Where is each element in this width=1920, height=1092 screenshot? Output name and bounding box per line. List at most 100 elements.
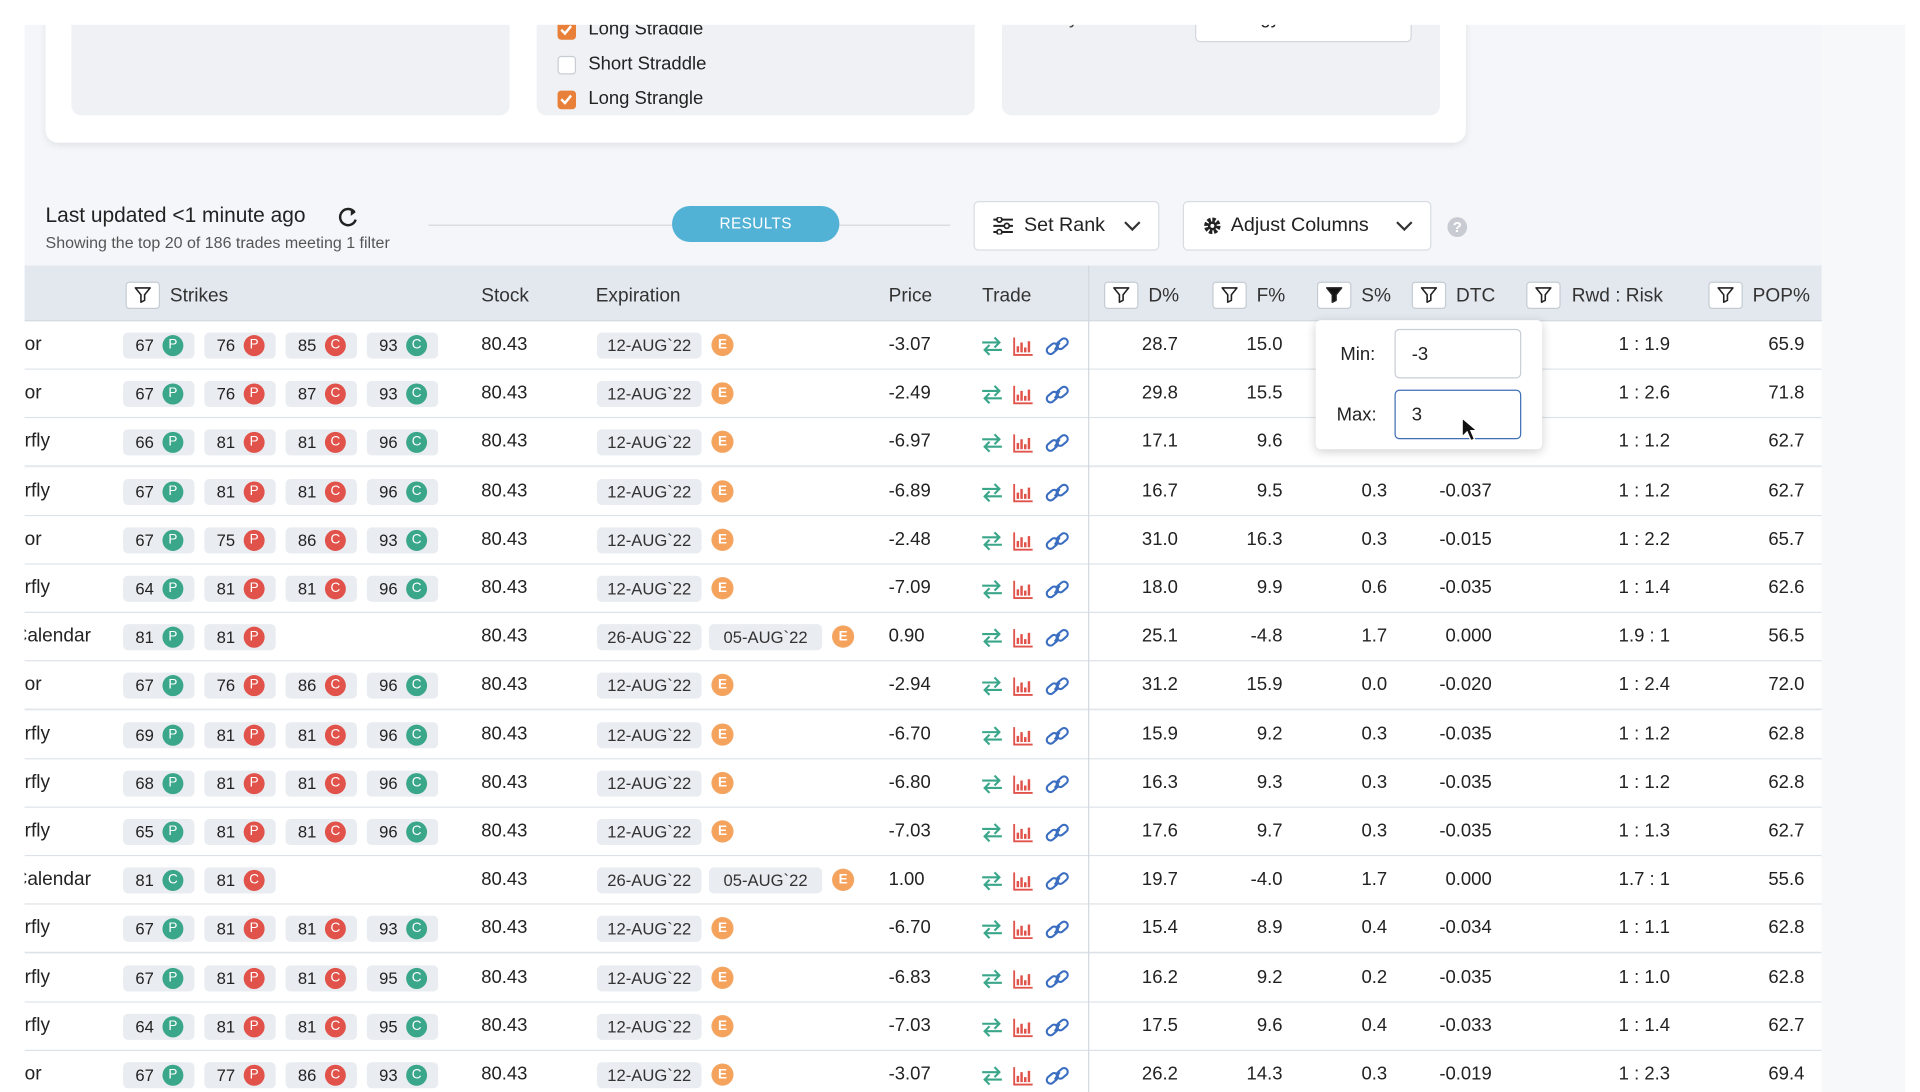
trade-swap-icon[interactable]	[981, 531, 1003, 551]
trade-chart-icon[interactable]	[1013, 434, 1034, 454]
strike-pill: 93 C	[366, 332, 439, 359]
filter-button[interactable]	[1708, 281, 1743, 309]
trade-chart-icon[interactable]	[1013, 823, 1034, 843]
trade-chart-icon[interactable]	[1013, 725, 1034, 745]
trade-swap-icon[interactable]	[981, 871, 1003, 891]
trade-swap-icon[interactable]	[981, 920, 1003, 940]
trade-link-icon[interactable]	[1045, 434, 1070, 454]
funnel-icon	[1221, 287, 1238, 303]
s-pct: 0.6	[1361, 577, 1388, 599]
strike-value: 93	[379, 1065, 398, 1085]
trade-chart-icon[interactable]	[1013, 336, 1034, 356]
strike-value: 81	[216, 774, 236, 793]
set-rank-button[interactable]: Set Rank	[973, 201, 1160, 251]
earnings-icon: E	[712, 1016, 733, 1036]
trade-swap-icon[interactable]	[981, 969, 1003, 989]
trade-link-icon[interactable]	[1045, 385, 1070, 405]
results-pill[interactable]: RESULTS	[672, 205, 840, 242]
trade-chart-icon[interactable]	[1013, 385, 1034, 405]
trade-link-icon[interactable]	[1045, 1017, 1070, 1037]
trade-chart-icon[interactable]	[1013, 482, 1034, 502]
check	[560, 25, 573, 36]
trade-link-icon-svg	[1045, 580, 1069, 599]
trade-chart-icon[interactable]	[1013, 677, 1034, 697]
filter-button[interactable]	[1104, 281, 1139, 309]
adjust-columns-button[interactable]: Adjust Columns	[1182, 201, 1432, 251]
strike-pill: 67 P	[123, 381, 195, 408]
earnings-icon: E	[712, 918, 733, 939]
trade-link-icon[interactable]	[1045, 823, 1070, 843]
trade-link-icon-svg	[1045, 531, 1069, 550]
strike-pill: 67 P	[123, 673, 195, 700]
trade-swap-icon[interactable]	[981, 1017, 1003, 1037]
dtc: -0.019	[1439, 1063, 1492, 1085]
expiration-pill: 12-AUG`22	[596, 575, 702, 602]
column-header: DTC	[1456, 285, 1496, 307]
earnings-icon: E	[833, 626, 853, 647]
trade-chart-icon[interactable]	[1013, 969, 1034, 989]
trade-link-icon[interactable]	[1045, 871, 1070, 891]
sliders-icon	[993, 217, 1013, 235]
trade-swap-icon[interactable]	[981, 482, 1003, 502]
min-input[interactable]: -3	[1394, 328, 1522, 379]
trade-link-icon[interactable]	[1045, 1066, 1070, 1086]
strike-pill: 81 P	[204, 478, 276, 505]
trade-chart-icon[interactable]	[1013, 1066, 1034, 1086]
trade-swap-icon[interactable]	[981, 725, 1003, 745]
trade-link-icon[interactable]	[1045, 482, 1070, 502]
price: -6.70	[888, 917, 931, 939]
trade-link-icon[interactable]	[1045, 774, 1070, 794]
f-pct: 9.3	[1256, 771, 1283, 793]
trade-chart-icon[interactable]	[1013, 628, 1034, 648]
stock: 80.43	[481, 479, 528, 501]
trade-swap-icon[interactable]	[981, 434, 1003, 454]
trade-chart-icon[interactable]	[1013, 774, 1034, 794]
help-icon[interactable]: ?	[1447, 217, 1468, 238]
trade-chart-icon[interactable]	[1013, 1017, 1034, 1037]
trade-swap-icon[interactable]	[981, 774, 1003, 794]
trade-link-icon[interactable]	[1045, 725, 1070, 745]
strike-pill: 67 P	[123, 527, 195, 554]
stock: 80.43	[481, 1014, 528, 1036]
trade-swap-icon[interactable]	[981, 385, 1003, 405]
strike-type: P	[162, 724, 184, 746]
strike-value: 96	[379, 676, 398, 696]
trade-link-icon[interactable]	[1045, 677, 1070, 697]
strike-type: C	[406, 967, 428, 989]
checkbox[interactable]	[557, 90, 577, 110]
strike-type: C	[406, 918, 428, 940]
strike-pill: 96 C	[366, 429, 439, 456]
max-input[interactable]: 3	[1394, 389, 1522, 440]
trade-swap-icon[interactable]	[981, 579, 1003, 600]
trade-link-icon[interactable]	[1045, 628, 1070, 648]
checkbox[interactable]	[557, 55, 577, 75]
trade-swap-icon[interactable]	[981, 628, 1003, 648]
trade-swap-icon[interactable]	[981, 823, 1003, 843]
filter-button[interactable]	[1526, 281, 1561, 309]
trade-chart-icon[interactable]	[1013, 920, 1034, 940]
trade-chart-icon[interactable]	[1013, 580, 1034, 600]
trade-link-icon[interactable]	[1045, 531, 1070, 551]
trade-swap-icon[interactable]	[981, 1066, 1003, 1086]
filter-button[interactable]	[1411, 281, 1447, 309]
trade-link-icon[interactable]	[1045, 969, 1070, 989]
trade-chart-icon[interactable]	[1013, 531, 1034, 551]
filter-button[interactable]	[1316, 281, 1352, 309]
refresh-icon[interactable]	[336, 205, 361, 230]
trade-swap-icon[interactable]	[981, 677, 1003, 697]
pop-pct: 62.7	[1768, 479, 1805, 501]
filter-button[interactable]	[125, 281, 161, 309]
trade-link-icon[interactable]	[1045, 920, 1070, 940]
dtc: -0.034	[1439, 917, 1492, 939]
trade-link-icon[interactable]	[1045, 336, 1070, 356]
filter-button[interactable]	[1212, 281, 1247, 309]
trade-link-icon[interactable]	[1045, 580, 1070, 600]
strike-pill: 93 C	[366, 527, 439, 554]
trade-swap-icon[interactable]	[981, 336, 1003, 356]
table-row: rfly 67 P 81 P 81 C 93 C 80.43 12-AUG`22 E -6.70 15.4…	[24, 905, 1822, 954]
top-bar	[0, 0, 1920, 25]
trade-chart-icon[interactable]	[1013, 871, 1034, 891]
s-pct: 0.3	[1361, 1063, 1388, 1085]
strike-pill: 96 C	[366, 770, 439, 797]
